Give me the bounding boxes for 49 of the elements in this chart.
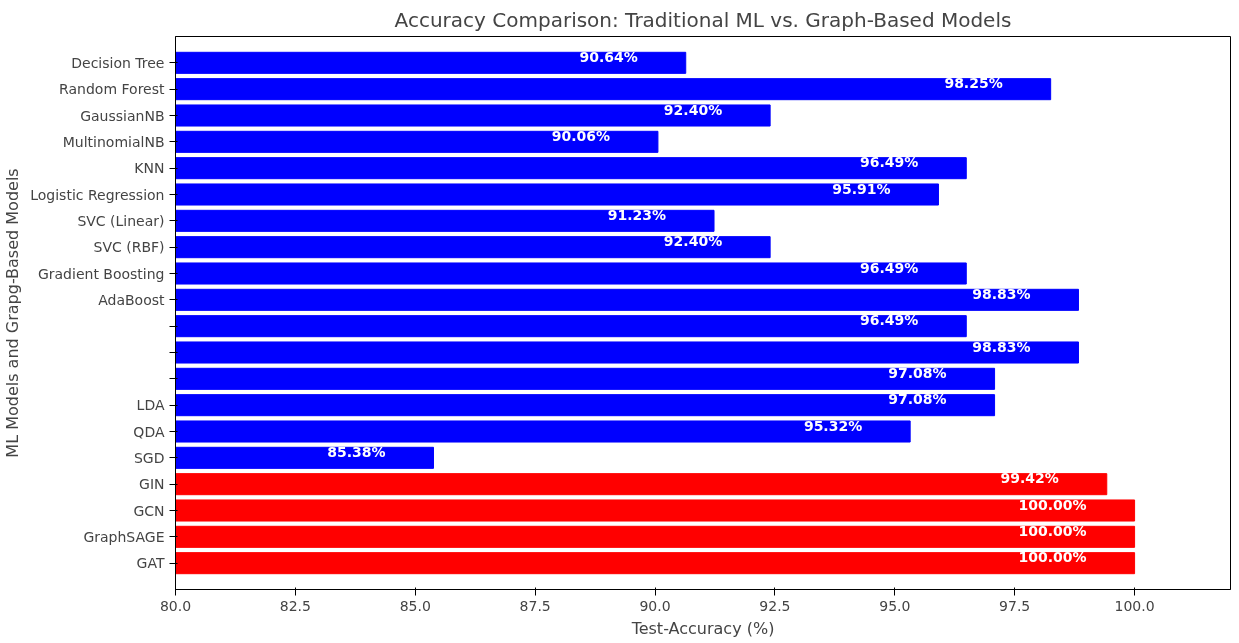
data-label: 95.32% [803,417,863,434]
data-label: 90.64% [579,48,638,65]
data-label: 100.00% [1018,496,1087,513]
y-tick-label: SVC (Linear) [77,212,165,229]
x-tick-label: 82.5 [279,597,311,614]
x-tick-label: 95.0 [879,597,911,614]
data-label: 96.49% [860,259,919,276]
data-label: 100.00% [1018,549,1087,566]
y-tick-label: Gradient Boosting [37,265,165,282]
y-tick-label: Decision Tree [71,54,165,71]
x-tick-label: 87.5 [519,597,551,614]
y-tick-label: QDA [133,423,165,440]
y-tick-label: AdaBoost [98,291,166,308]
y-tick-label: Random Forest [59,81,166,98]
data-label: 92.40% [663,101,723,118]
data-label: 92.40% [663,233,723,250]
x-tick-label: 92.5 [759,597,791,614]
y-axis-title: ML Models and Grapg-Based Models [3,168,23,458]
y-tick-label: GIN [139,476,165,493]
y-tick-label: Logistic Regression [30,186,165,203]
y-tick-label: SVC (RBF) [93,239,165,256]
y-tick-label: MultinomialNB [62,133,165,150]
x-tick-label: 80.0 [159,597,192,614]
data-label: 96.49% [860,312,919,329]
y-tick-label: GCN [133,502,165,519]
data-label: 95.91% [832,180,891,197]
data-label: 98.83% [972,338,1031,355]
data-label: 100.00% [1018,522,1087,539]
y-tick-label: GraphSAGE [83,528,165,545]
x-tick-label: 85.0 [399,597,431,614]
data-label: 97.08% [888,364,947,381]
data-label: 98.25% [944,75,1003,92]
x-axis-title: Test-Accuracy (%) [630,618,775,638]
chart-title: Accuracy Comparison: Traditional ML vs. Graph-Based Models [394,7,1012,32]
x-tick-label: 100.0 [1114,597,1155,614]
data-label: 90.06% [551,127,610,144]
y-tick-label: KNN [134,160,165,177]
y-tick-label: GAT [136,555,165,572]
data-label: 97.08% [888,391,947,408]
y-tick-label: LDA [136,397,165,414]
y-tick-label: GaussianNB [80,107,165,124]
y-tick-label: SGD [133,449,165,466]
data-label: 98.83% [972,285,1031,302]
x-tick-label: 97.5 [999,597,1031,614]
x-tick-label: 90.0 [639,597,671,614]
data-label: 91.23% [607,206,667,223]
data-label: 85.38% [327,443,386,460]
data-label: 96.49% [860,154,919,171]
data-label: 99.42% [1000,470,1059,487]
